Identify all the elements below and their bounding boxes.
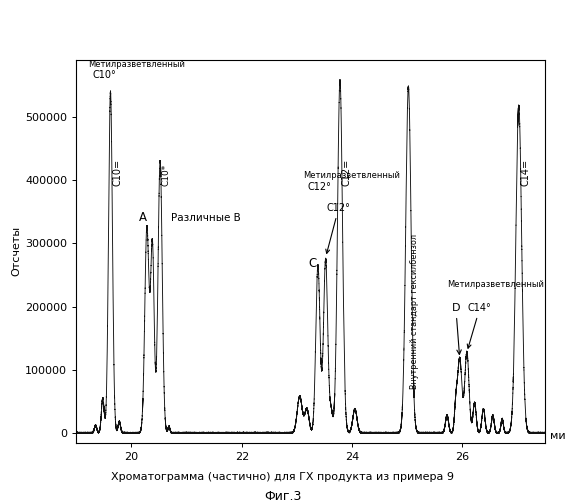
Text: мин: мин bbox=[550, 431, 565, 441]
Text: C14=: C14= bbox=[520, 160, 531, 186]
Text: Различные B: Различные B bbox=[171, 213, 241, 223]
Text: C10=: C10= bbox=[112, 160, 122, 186]
Text: C14°: C14° bbox=[467, 303, 492, 348]
Text: C12°: C12° bbox=[308, 182, 332, 192]
Y-axis label: Отсчеты: Отсчеты bbox=[11, 226, 21, 276]
Text: Фиг.3: Фиг.3 bbox=[264, 490, 301, 500]
Text: C10*: C10* bbox=[162, 164, 171, 186]
Text: C12°: C12° bbox=[326, 203, 351, 254]
Text: Метилразветвленный: Метилразветвленный bbox=[303, 171, 401, 180]
Text: Внутренний стандарт гексилбензол: Внутренний стандарт гексилбензол bbox=[410, 234, 419, 389]
Text: C: C bbox=[308, 257, 316, 270]
Text: D: D bbox=[451, 303, 461, 354]
Text: Метилразветвленный: Метилразветвленный bbox=[88, 60, 185, 70]
Text: Хроматограмма (частично) для ГХ продукта из примера 9: Хроматограмма (частично) для ГХ продукта… bbox=[111, 472, 454, 482]
Text: C10°: C10° bbox=[93, 70, 116, 80]
Text: A: A bbox=[138, 212, 146, 224]
Text: Метилразветвленный: Метилразветвленный bbox=[447, 280, 544, 289]
Text: C12=: C12= bbox=[342, 159, 351, 186]
